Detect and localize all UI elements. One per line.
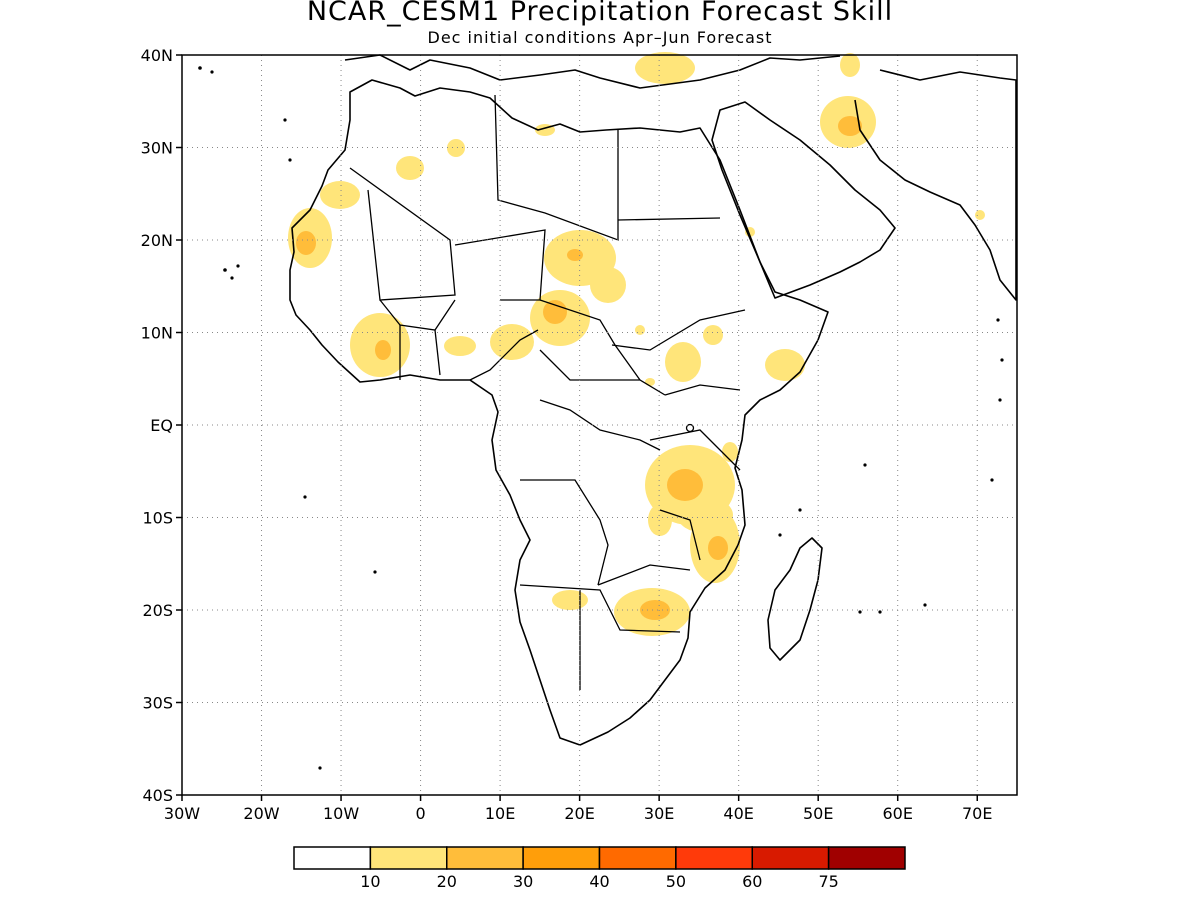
legend-swatch <box>522 846 601 870</box>
legend-label: 50 <box>666 872 686 891</box>
legend-swatch <box>446 846 524 870</box>
latitude-axis: 40N 30N 20N 10N EQ 10S 20S 30S 40S <box>141 46 182 805</box>
lon-tick-label: 10E <box>485 804 515 823</box>
lat-tick-label: EQ <box>150 416 173 435</box>
islands <box>198 66 1004 770</box>
map-subtitle: Dec initial conditions Apr–Jun Forecast <box>427 28 773 47</box>
madagascar-coastline <box>767 537 823 661</box>
legend-label: 30 <box>513 872 533 891</box>
lat-tick-label: 20S <box>142 601 173 620</box>
lon-tick-label: 30W <box>164 804 200 823</box>
legend-swatch <box>675 846 753 870</box>
lat-tick-label: 10S <box>142 509 173 528</box>
legend-swatch <box>751 846 830 870</box>
lon-tick-label: 20E <box>564 804 594 823</box>
longitude-axis: 30W 20W 10W 0 10E 20E 30E 40E 50E 60E 70E <box>164 795 992 823</box>
skill-level-20 <box>296 116 862 620</box>
asia-coastline <box>854 69 1017 301</box>
skill-level-10 <box>288 52 985 636</box>
lon-tick-label: 10W <box>323 804 359 823</box>
lat-tick-label: 30N <box>141 139 173 158</box>
legend-label: 75 <box>818 872 838 891</box>
country-borders <box>349 94 746 690</box>
legend-label: 10 <box>360 872 380 891</box>
legend-swatch <box>293 846 372 870</box>
lon-tick-label: 60E <box>882 804 912 823</box>
legend-swatch <box>369 846 448 870</box>
skill-shading <box>288 52 985 636</box>
lat-tick-label: 20N <box>141 231 173 250</box>
africa-coastline <box>289 79 829 746</box>
legend-swatch <box>827 846 906 870</box>
legend-label: 40 <box>589 872 609 891</box>
skill-legend: 10 20 30 40 50 60 75 <box>293 846 906 891</box>
lat-tick-label: 40S <box>142 786 173 805</box>
map-title: NCAR_CESM1 Precipitation Forecast Skill <box>306 0 894 27</box>
lon-tick-label: 20W <box>243 804 279 823</box>
gridlines <box>182 55 1017 795</box>
lon-tick-label: 30E <box>644 804 674 823</box>
lon-tick-label: 50E <box>803 804 833 823</box>
lon-tick-label: 0 <box>415 804 425 823</box>
lat-tick-label: 30S <box>142 694 173 713</box>
lat-tick-label: 10N <box>141 324 173 343</box>
lon-tick-label: 40E <box>723 804 753 823</box>
legend-label: 60 <box>742 872 762 891</box>
legend-label: 20 <box>437 872 457 891</box>
europe-coastline <box>344 54 841 89</box>
coastlines <box>289 54 1017 746</box>
legend-swatch <box>598 846 677 870</box>
arabia-coastline <box>711 101 896 299</box>
lat-tick-label: 40N <box>141 46 173 65</box>
lon-tick-label: 70E <box>962 804 992 823</box>
